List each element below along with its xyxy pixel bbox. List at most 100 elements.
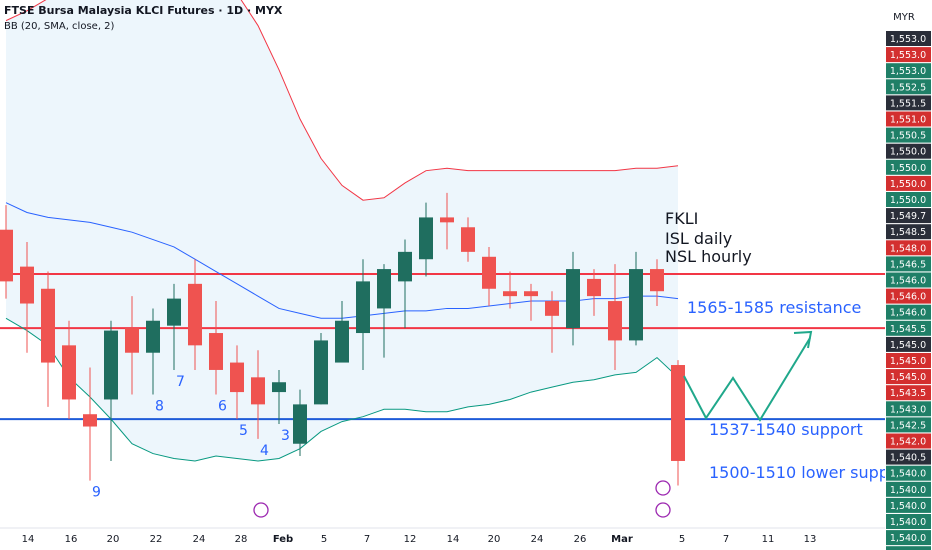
candle-body [293, 404, 307, 444]
price-tag-bg [886, 79, 931, 95]
candle-body [440, 217, 454, 223]
bollinger-upper-line [5, 0, 679, 201]
time-tick: Feb [273, 534, 293, 545]
candle-16 [314, 333, 328, 405]
candle-4 [62, 320, 76, 420]
event-marker-icon [655, 480, 671, 496]
candle-body [377, 269, 391, 309]
price-tag: 1,550.0 [890, 195, 926, 206]
candle-body [0, 229, 13, 282]
candle-body [251, 377, 265, 405]
price-tag: 1,550.0 [890, 163, 926, 174]
time-tick: 7 [723, 534, 729, 545]
price-tag: 1,542.0 [890, 437, 926, 448]
candle-31 [629, 251, 643, 346]
time-tick: 24 [193, 534, 206, 545]
time-tick: 12 [404, 534, 417, 545]
price-tag-bg [886, 514, 931, 529]
price-tag-bg [886, 111, 931, 127]
price-tag: 1,551.5 [890, 98, 926, 109]
candle-body [83, 414, 97, 427]
setup-number: 3 [281, 428, 290, 444]
price-tag: 1,545.0 [890, 356, 926, 367]
candle-28 [566, 251, 580, 346]
candle-30 [608, 264, 622, 370]
candle-body [167, 298, 181, 326]
candle-body [146, 320, 160, 353]
price-tag: 1,540.0 [890, 501, 926, 512]
setup-number: 4 [260, 443, 269, 459]
price-tag-bg [886, 63, 931, 79]
note-line-2: ISL daily [665, 229, 732, 248]
time-tick: 14 [22, 534, 35, 545]
candle-body [41, 288, 55, 363]
price-tag: 1,540.5 [890, 453, 926, 464]
resistance-label: 1565-1585 resistance [687, 298, 861, 317]
candle-19 [377, 264, 391, 358]
time-tick: 11 [762, 534, 775, 545]
projection-path [683, 337, 811, 422]
candle-body [545, 301, 559, 316]
price-tag-bg [886, 159, 931, 175]
price-tag: 1,551.0 [890, 115, 926, 126]
candle-body [356, 281, 370, 334]
price-tag: 1,553.0 [890, 66, 926, 77]
price-tag: 1,540.0 [890, 517, 926, 528]
price-tag-bg [886, 417, 931, 433]
time-tick: 28 [235, 534, 248, 545]
time-tick: 24 [531, 534, 544, 545]
candle-body [125, 328, 139, 353]
candle-body [62, 345, 76, 400]
price-tag: 1,546.0 [890, 292, 926, 303]
time-tick: 16 [65, 534, 78, 545]
candle-body [188, 283, 202, 346]
candle-body [230, 362, 244, 393]
candle-body [209, 333, 223, 370]
candle-22 [440, 192, 454, 250]
price-tag-bg [886, 95, 931, 111]
candle-body [671, 365, 685, 461]
price-tag: 1,545.0 [890, 372, 926, 383]
candle-body [104, 330, 118, 400]
price-tag-bg [886, 143, 931, 159]
candle-10 [188, 259, 202, 370]
candle-body [20, 266, 34, 304]
price-tag-bg [886, 288, 931, 304]
candle-18 [356, 259, 370, 370]
price-tag-bg [886, 224, 931, 240]
candle-15 [293, 389, 307, 457]
candle-12 [230, 345, 244, 420]
price-tag: 1,542.5 [890, 420, 926, 431]
candle-23 [461, 217, 475, 262]
time-tick: 7 [364, 534, 370, 545]
candle-1 [0, 205, 13, 299]
price-tag-bg [886, 31, 931, 46]
event-marker-icon [253, 502, 269, 518]
candle-body [461, 227, 475, 252]
price-tag: 1,545.0 [890, 340, 926, 351]
candle-body [524, 291, 538, 297]
candle-24 [482, 246, 496, 306]
price-tag: 1,552.5 [890, 82, 926, 93]
note-line-3: NSL hourly [665, 247, 752, 266]
candle-3 [41, 271, 55, 407]
setup-number: 7 [176, 374, 185, 390]
price-tag: 1,550.0 [890, 179, 926, 190]
candle-body [272, 382, 286, 393]
price-tag-bg [886, 369, 931, 385]
candle-20 [398, 239, 412, 329]
price-tag: 1,550.0 [890, 147, 926, 158]
candle-14 [272, 369, 286, 425]
price-tag: 1,549.7 [890, 211, 926, 222]
price-tag-bg [886, 175, 931, 191]
candle-body [650, 269, 664, 292]
price-tag-bg [886, 256, 931, 272]
price-tag-bg [886, 546, 931, 550]
price-tag-bg [886, 465, 931, 481]
candle-body [566, 269, 580, 329]
price-tag-bg [886, 208, 931, 224]
note-title: FKLI [665, 209, 698, 228]
candle-body [587, 278, 601, 297]
